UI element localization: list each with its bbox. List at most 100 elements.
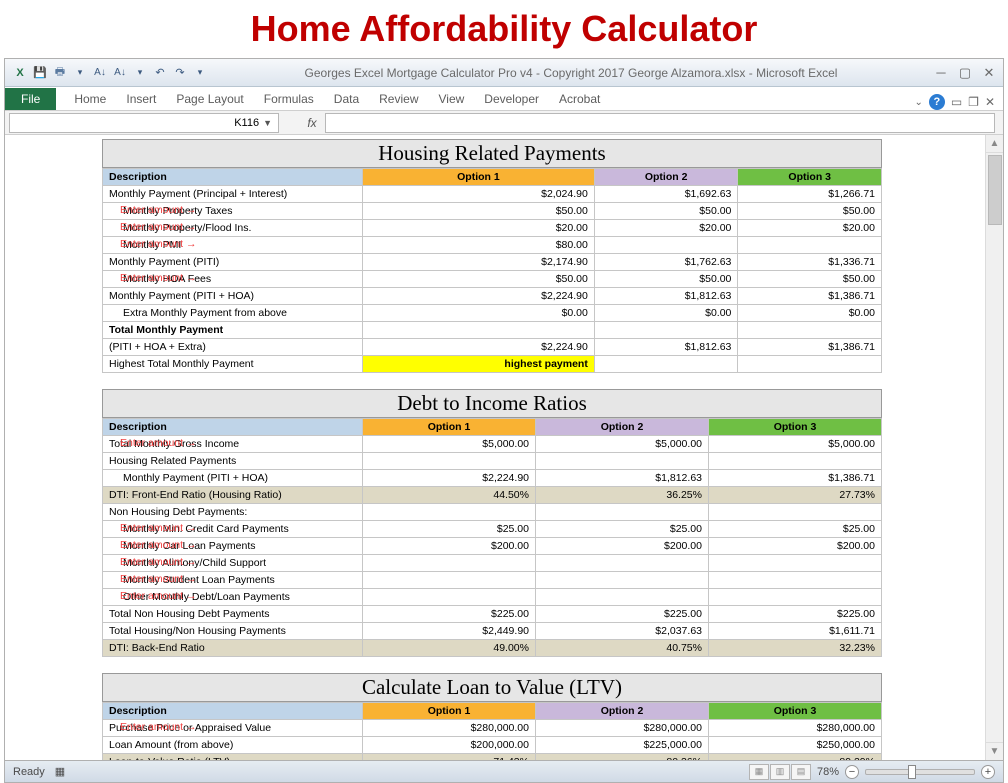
- cell-opt2[interactable]: $25.00: [536, 521, 709, 538]
- cell-opt1[interactable]: [363, 572, 536, 589]
- excel-icon[interactable]: X: [11, 64, 29, 82]
- cell-opt1[interactable]: highest payment: [363, 356, 595, 373]
- cell-opt3[interactable]: $50.00: [738, 203, 882, 220]
- cell-opt2[interactable]: $50.00: [594, 271, 738, 288]
- cell-opt2[interactable]: $225,000.00: [536, 737, 709, 754]
- cell-opt3[interactable]: [709, 555, 882, 572]
- tab-data[interactable]: Data: [324, 88, 369, 110]
- cell-opt1[interactable]: $2,224.90: [363, 470, 536, 487]
- qat-dropdown-icon[interactable]: ▾: [191, 64, 209, 82]
- cell-opt3[interactable]: [738, 237, 882, 254]
- cell-desc[interactable]: DTI: Back-End Ratio: [103, 640, 363, 657]
- cell-opt2[interactable]: [594, 237, 738, 254]
- cell-opt1[interactable]: $200.00: [363, 538, 536, 555]
- spreadsheet-content[interactable]: Housing Related Payments Description Opt…: [5, 135, 985, 760]
- cell-opt3[interactable]: $1,611.71: [709, 623, 882, 640]
- tab-formulas[interactable]: Formulas: [254, 88, 324, 110]
- cell[interactable]: [363, 322, 595, 339]
- cell-opt2[interactable]: $225.00: [536, 606, 709, 623]
- cell-opt2[interactable]: $1,812.63: [594, 339, 738, 356]
- cell-desc[interactable]: Non Housing Debt Payments:: [103, 504, 363, 521]
- cell-desc[interactable]: Monthly Payment (PITI + HOA): [103, 288, 363, 305]
- cell-opt1[interactable]: 71.43%: [363, 754, 536, 761]
- cell-opt2[interactable]: [536, 453, 709, 470]
- cell-opt3[interactable]: $50.00: [738, 271, 882, 288]
- cell-opt2[interactable]: 80.36%: [536, 754, 709, 761]
- cell-opt1[interactable]: $280,000.00: [363, 720, 536, 737]
- cell-opt1[interactable]: $20.00: [363, 220, 595, 237]
- tab-acrobat[interactable]: Acrobat: [549, 88, 610, 110]
- cell-opt2[interactable]: $20.00: [594, 220, 738, 237]
- cell-opt1[interactable]: $200,000.00: [363, 737, 536, 754]
- cell-opt3[interactable]: $0.00: [738, 305, 882, 322]
- cell-desc[interactable]: Monthly Payment (PITI + HOA): [103, 470, 363, 487]
- cell-desc[interactable]: Housing Related Payments: [103, 453, 363, 470]
- cell-opt1[interactable]: $2,024.90: [363, 186, 595, 203]
- cell-opt2[interactable]: $0.00: [594, 305, 738, 322]
- cell-opt1[interactable]: $50.00: [363, 271, 595, 288]
- cell-opt1[interactable]: $5,000.00: [363, 436, 536, 453]
- cell-opt3[interactable]: $225.00: [709, 606, 882, 623]
- cell-opt1[interactable]: 44.50%: [363, 487, 536, 504]
- cell-opt3[interactable]: $250,000.00: [709, 737, 882, 754]
- cell-opt3[interactable]: $1,266.71: [738, 186, 882, 203]
- cell-desc[interactable]: Loan-to-Value Ratio (LTV): [103, 754, 363, 761]
- cell-opt3[interactable]: 27.73%: [709, 487, 882, 504]
- cell-desc[interactable]: Highest Total Monthly Payment: [103, 356, 363, 373]
- cell-opt2[interactable]: [536, 572, 709, 589]
- cell-opt1[interactable]: $25.00: [363, 521, 536, 538]
- vertical-scrollbar[interactable]: ▲ ▼: [985, 135, 1003, 760]
- cell-opt2[interactable]: [536, 589, 709, 606]
- scroll-up-icon[interactable]: ▲: [986, 135, 1003, 153]
- cell-opt3[interactable]: $1,386.71: [738, 339, 882, 356]
- cell-opt2[interactable]: 36.25%: [536, 487, 709, 504]
- fx-button[interactable]: fx: [299, 116, 325, 130]
- maximize-button[interactable]: ▢: [957, 65, 973, 81]
- sort-desc-icon[interactable]: A↓: [111, 64, 129, 82]
- redo-icon[interactable]: ↷: [171, 64, 189, 82]
- cell-desc[interactable]: DTI: Front-End Ratio (Housing Ratio): [103, 487, 363, 504]
- cell-opt2[interactable]: $1,692.63: [594, 186, 738, 203]
- cell-opt2[interactable]: [594, 356, 738, 373]
- cell-opt2[interactable]: $280,000.00: [536, 720, 709, 737]
- scroll-thumb[interactable]: [988, 155, 1002, 225]
- cell-opt3[interactable]: $1,336.71: [738, 254, 882, 271]
- cell-desc[interactable]: Loan Amount (from above): [103, 737, 363, 754]
- cell-opt1[interactable]: [363, 453, 536, 470]
- cell-opt3[interactable]: [709, 504, 882, 521]
- ribbon-minimize-icon[interactable]: ▭: [951, 95, 962, 109]
- file-tab[interactable]: File: [5, 88, 56, 110]
- cell-opt1[interactable]: $80.00: [363, 237, 595, 254]
- cell-opt3[interactable]: [709, 453, 882, 470]
- cell-opt2[interactable]: $50.00: [594, 203, 738, 220]
- cell-opt1[interactable]: [363, 589, 536, 606]
- tab-insert[interactable]: Insert: [116, 88, 166, 110]
- cell-desc[interactable]: Total Non Housing Debt Payments: [103, 606, 363, 623]
- save-icon[interactable]: 💾: [31, 64, 49, 82]
- scroll-down-icon[interactable]: ▼: [986, 742, 1003, 760]
- print-icon[interactable]: 🖶: [51, 64, 69, 82]
- cell-opt2[interactable]: $1,812.63: [594, 288, 738, 305]
- name-box-dropdown-icon[interactable]: ▼: [263, 118, 272, 128]
- cell-opt2[interactable]: $5,000.00: [536, 436, 709, 453]
- tab-review[interactable]: Review: [369, 88, 428, 110]
- cell-desc[interactable]: (PITI + HOA + Extra): [103, 339, 363, 356]
- cell-opt3[interactable]: [709, 572, 882, 589]
- cell-desc[interactable]: Monthly Payment (PITI): [103, 254, 363, 271]
- cell[interactable]: [594, 322, 738, 339]
- sort-asc-icon[interactable]: A↓: [91, 64, 109, 82]
- cell-opt2[interactable]: $2,037.63: [536, 623, 709, 640]
- cell-desc[interactable]: Total Monthly Payment: [103, 322, 363, 339]
- ribbon-close-icon[interactable]: ✕: [985, 95, 995, 109]
- formula-input[interactable]: [325, 113, 995, 133]
- ribbon-caret-icon[interactable]: ⌄: [914, 97, 922, 108]
- undo-icon[interactable]: ↶: [151, 64, 169, 82]
- cell-desc[interactable]: Monthly Payment (Principal + Interest): [103, 186, 363, 203]
- cell-opt1[interactable]: $50.00: [363, 203, 595, 220]
- cell-opt3[interactable]: $280,000.00: [709, 720, 882, 737]
- cell-opt1[interactable]: $0.00: [363, 305, 595, 322]
- cell-opt3[interactable]: $25.00: [709, 521, 882, 538]
- cell-opt3[interactable]: 89.29%: [709, 754, 882, 761]
- ribbon-restore-icon[interactable]: ❐: [968, 95, 979, 109]
- cell-desc[interactable]: Total Housing/Non Housing Payments: [103, 623, 363, 640]
